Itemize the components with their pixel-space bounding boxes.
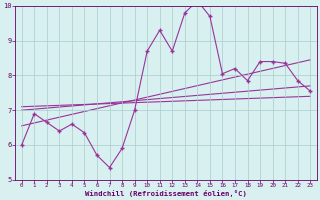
X-axis label: Windchill (Refroidissement éolien,°C): Windchill (Refroidissement éolien,°C) — [85, 190, 247, 197]
